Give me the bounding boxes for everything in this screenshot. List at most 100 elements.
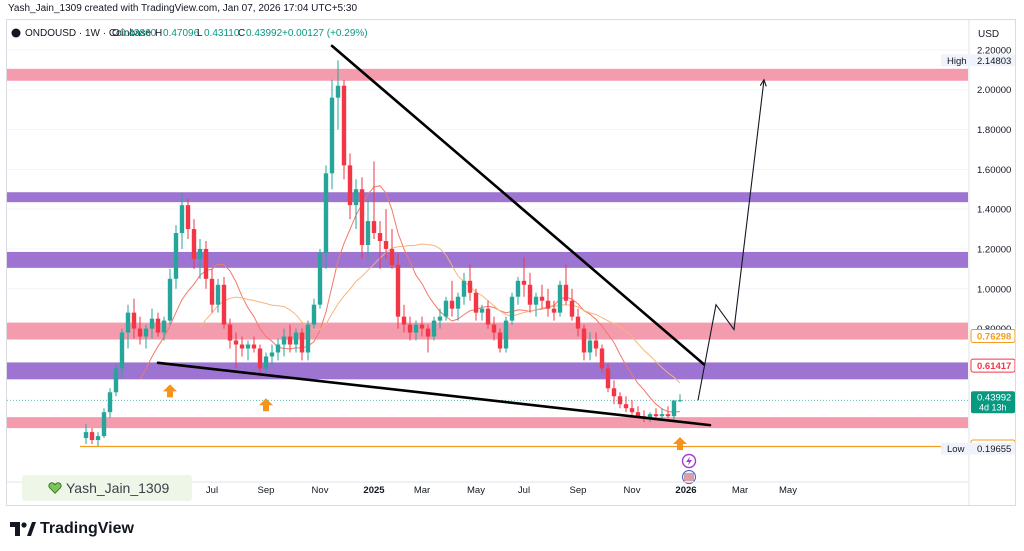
y-tick-label: 1.20000 xyxy=(977,244,1011,255)
candle xyxy=(491,316,497,341)
low-label: L xyxy=(197,28,203,39)
candle xyxy=(173,225,179,289)
price-label-caption: Low xyxy=(947,444,965,455)
candle-body xyxy=(161,320,167,333)
candle-body xyxy=(257,348,263,369)
price-label-value: 2.14803 xyxy=(977,56,1011,67)
price-label-bg xyxy=(971,54,1015,67)
candle xyxy=(329,79,335,190)
price-label-caption-bg xyxy=(941,54,971,67)
candle-body xyxy=(653,414,659,417)
candle xyxy=(371,161,377,240)
candle xyxy=(617,392,623,409)
lower-support[interactable] xyxy=(156,361,712,427)
candle-body xyxy=(131,312,137,329)
candle xyxy=(587,332,593,361)
candle xyxy=(359,177,365,259)
price-label-countdown: 4d 13h xyxy=(979,403,1007,413)
x-tick-label: 2025 xyxy=(363,485,385,496)
price-label-level-076298[interactable]: 0.76298 xyxy=(970,328,1016,343)
candle-body xyxy=(671,400,677,417)
y-tick-label: 1.60000 xyxy=(977,165,1011,176)
author-watermark: Yash_Jain_1309 xyxy=(22,475,192,501)
candle xyxy=(503,316,509,353)
candle-body xyxy=(227,324,233,341)
candle-body xyxy=(563,284,569,301)
candle xyxy=(89,428,95,445)
candle xyxy=(431,316,437,341)
candle xyxy=(227,318,233,349)
candle-body xyxy=(443,300,449,317)
price-label-bg xyxy=(971,442,1015,455)
projection-path[interactable] xyxy=(697,79,765,401)
candle-body xyxy=(125,312,131,333)
watermark-text: Yash_Jain_1309 xyxy=(66,480,170,496)
candle xyxy=(335,60,341,130)
candle-body xyxy=(497,332,503,349)
up-arrow-marker xyxy=(259,398,273,412)
candle xyxy=(449,280,455,317)
candle-body xyxy=(449,300,455,309)
candle-body xyxy=(119,332,125,369)
candle xyxy=(557,280,563,317)
candle-body xyxy=(605,368,611,389)
candle xyxy=(167,268,173,325)
candle-body xyxy=(245,344,251,349)
candle xyxy=(599,344,605,373)
candle-body xyxy=(185,205,191,230)
candle xyxy=(575,308,581,337)
price-label-low[interactable]: Low 0.19655 xyxy=(941,442,1015,456)
descending-resistance[interactable] xyxy=(330,44,706,366)
price-label-high[interactable]: High 2.14803 xyxy=(941,54,1015,67)
price-label-value: 0.76298 xyxy=(977,331,1011,342)
candle-body xyxy=(611,388,617,397)
candle xyxy=(299,328,305,361)
y-tick-label: 2.00000 xyxy=(977,85,1011,96)
candle-body xyxy=(359,189,365,245)
candle-body xyxy=(89,432,95,441)
candle xyxy=(143,324,149,349)
candle-body xyxy=(101,412,107,437)
symbol-text[interactable]: ONDOUSD · 1W · Coinbase xyxy=(25,28,152,39)
candle-body xyxy=(233,340,239,345)
x-tick-label: Nov xyxy=(312,485,329,496)
candle-body xyxy=(347,165,353,206)
candle-body xyxy=(395,264,401,317)
currency-label[interactable]: USD xyxy=(978,29,999,40)
chart-frame[interactable]: 2.20000 2.00000 1.80000 1.60000 1.40000 1.200… xyxy=(0,19,1016,506)
candle-body xyxy=(371,221,377,234)
candle xyxy=(179,193,185,249)
zone-pink-low xyxy=(7,417,968,429)
candle-body xyxy=(197,248,203,259)
zone-pink-mid xyxy=(0,322,968,340)
candle xyxy=(569,288,575,321)
tradingview-brand: TradingView xyxy=(40,520,134,537)
candle-body xyxy=(419,324,425,329)
candle-body xyxy=(413,324,419,333)
candle xyxy=(149,308,155,339)
zone-purple-3 xyxy=(7,362,968,380)
candle-body xyxy=(335,85,341,98)
x-tick-label: Nov xyxy=(624,485,641,496)
candle xyxy=(257,344,263,377)
price-label-level-061417[interactable]: 0.61417 xyxy=(970,358,1016,373)
candle xyxy=(185,199,191,240)
x-tick-label: May xyxy=(467,485,485,496)
candle-body xyxy=(515,280,521,297)
candle xyxy=(467,264,473,301)
candle-body xyxy=(629,408,635,413)
open-label: O xyxy=(112,28,120,39)
candle xyxy=(413,320,419,341)
x-tick-label: Jul xyxy=(206,485,218,496)
candle xyxy=(461,272,467,305)
drawings[interactable] xyxy=(156,44,767,484)
price-axis[interactable]: 2.20000 2.00000 1.80000 1.60000 1.40000 1.200… xyxy=(941,20,1016,505)
lightning-glyph xyxy=(686,456,692,466)
candle-body xyxy=(353,189,359,206)
tradingview-logo[interactable]: TradingView xyxy=(10,520,134,538)
price-chart[interactable]: 2.20000 2.00000 1.80000 1.60000 1.40000 1.200… xyxy=(0,20,1016,505)
candle-body xyxy=(149,318,155,329)
candle xyxy=(365,201,371,259)
candle xyxy=(659,408,665,421)
